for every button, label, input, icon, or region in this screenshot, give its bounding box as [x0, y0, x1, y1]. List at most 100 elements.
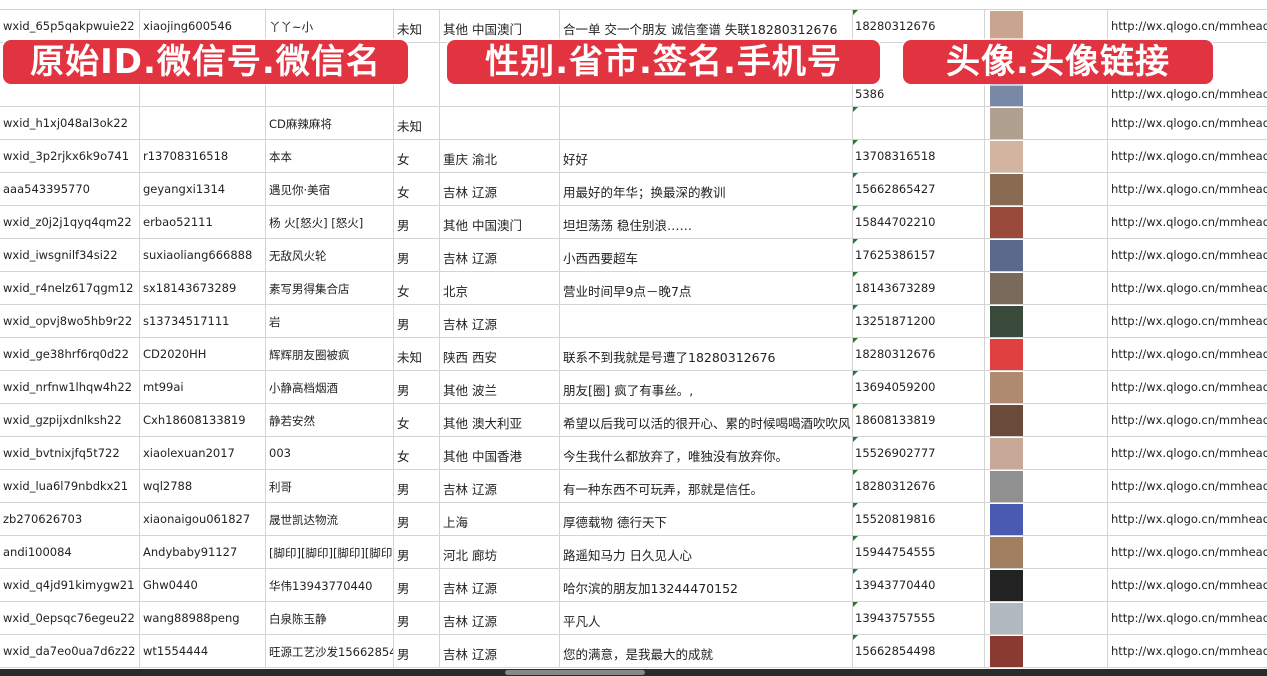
wechat-name-cell[interactable]: 小静高档烟酒	[266, 371, 394, 403]
avatar-url-cell[interactable]: http://wx.qlogo.cn/mmhead	[1111, 479, 1267, 493]
wechat-id-cell[interactable]: s13734517111	[140, 305, 266, 337]
signature-cell[interactable]: 今生我什么都放弃了，唯独没有放弃你。	[560, 437, 853, 469]
original-id-cell[interactable]: wxid_0epsqc76egeu22	[0, 602, 140, 634]
original-id-cell[interactable]: wxid_nrfnw1lhqw4h22	[0, 371, 140, 403]
wechat-id-cell[interactable]: CD2020HH	[140, 338, 266, 370]
signature-cell[interactable]: 路遥知马力 日久见人心	[560, 536, 853, 568]
wechat-id-cell[interactable]: mt99ai	[140, 371, 266, 403]
phone-cell[interactable]: 15526902777	[853, 437, 985, 469]
avatar-url-cell[interactable]: http://wx.qlogo.cn/mmhead	[1111, 149, 1267, 163]
phone-cell[interactable]: 13943770440	[853, 569, 985, 601]
original-id-cell[interactable]: zb270626703	[0, 503, 140, 535]
original-id-cell[interactable]: andi100084	[0, 536, 140, 568]
gender-cell[interactable]: 男	[394, 635, 440, 667]
phone-cell[interactable]: 13708316518	[853, 140, 985, 172]
wechat-name-cell[interactable]: 杨 火[怒火] [怒火]	[266, 206, 394, 238]
phone-cell[interactable]: 18280312676	[853, 10, 985, 42]
wechat-name-cell[interactable]: 无敌风火轮	[266, 239, 394, 271]
signature-cell[interactable]	[560, 305, 853, 337]
signature-cell[interactable]: 哈尔滨的朋友加13244470152	[560, 569, 853, 601]
phone-cell[interactable]: 18280312676	[853, 470, 985, 502]
wechat-name-cell[interactable]: 遇见你·美宿	[266, 173, 394, 205]
wechat-id-cell[interactable]: wang88988peng	[140, 602, 266, 634]
original-id-cell[interactable]: wxid_ge38hrf6rq0d22	[0, 338, 140, 370]
avatar-url-cell[interactable]: http://wx.qlogo.cn/mmhead	[1111, 314, 1267, 328]
gender-cell[interactable]: 女	[394, 404, 440, 436]
gender-cell[interactable]: 未知	[394, 338, 440, 370]
region-cell[interactable]: 河北 廊坊	[440, 536, 560, 568]
avatar-url-cell[interactable]: http://wx.qlogo.cn/mmhead	[1111, 248, 1267, 262]
wechat-name-cell[interactable]: 利哥	[266, 470, 394, 502]
original-id-cell[interactable]: wxid_r4nelz617qgm12	[0, 272, 140, 304]
phone-cell[interactable]	[853, 107, 985, 139]
original-id-cell[interactable]: wxid_z0j2j1qyq4qm22	[0, 206, 140, 238]
avatar-cell[interactable]	[985, 371, 1108, 403]
wechat-name-cell[interactable]: 静若安然	[266, 404, 394, 436]
signature-cell[interactable]: 希望以后我可以活的很开心、累的时候喝喝酒吹吹风	[560, 404, 853, 436]
avatar-url-cell[interactable]: http://wx.qlogo.cn/mmhead	[1111, 413, 1267, 427]
original-id-cell[interactable]: wxid_da7eo0ua7d6z22	[0, 635, 140, 667]
avatar-cell[interactable]	[985, 503, 1108, 535]
wechat-id-cell[interactable]: wql2788	[140, 470, 266, 502]
signature-cell[interactable]: 厚德载物 德行天下	[560, 503, 853, 535]
region-cell[interactable]: 吉林 辽源	[440, 470, 560, 502]
avatar-cell[interactable]	[985, 470, 1108, 502]
gender-cell[interactable]: 男	[394, 371, 440, 403]
avatar-url-cell[interactable]: http://wx.qlogo.cn/mmhead	[1111, 215, 1267, 229]
original-id-cell[interactable]: wxid_opvj8wo5hb9r22	[0, 305, 140, 337]
avatar-cell[interactable]	[985, 173, 1108, 205]
original-id-cell[interactable]: wxid_h1xj048al3ok22	[0, 107, 140, 139]
horizontal-scrollbar[interactable]	[505, 670, 645, 675]
wechat-id-cell[interactable]: suxiaoliang666888	[140, 239, 266, 271]
gender-cell[interactable]: 女	[394, 140, 440, 172]
original-id-cell[interactable]: wxid_lua6l79nbdkx21	[0, 470, 140, 502]
avatar-cell[interactable]	[985, 338, 1108, 370]
avatar-url-cell[interactable]: http://wx.qlogo.cn/mmhead	[1111, 116, 1267, 130]
avatar-cell[interactable]	[985, 404, 1108, 436]
wechat-id-cell[interactable]: erbao52111	[140, 206, 266, 238]
wechat-id-cell[interactable]: wt1554444	[140, 635, 266, 667]
phone-cell[interactable]: 18143673289	[853, 272, 985, 304]
gender-cell[interactable]: 男	[394, 536, 440, 568]
wechat-name-cell[interactable]: 晟世凯达物流	[266, 503, 394, 535]
signature-cell[interactable]: 有一种东西不可玩弄，那就是信任。	[560, 470, 853, 502]
signature-cell[interactable]: 营业时间早9点－晚7点	[560, 272, 853, 304]
region-cell[interactable]: 吉林 辽源	[440, 635, 560, 667]
gender-cell[interactable]: 男	[394, 602, 440, 634]
original-id-cell[interactable]: wxid_bvtnixjfq5t722	[0, 437, 140, 469]
avatar-url-cell[interactable]: http://wx.qlogo.cn/mmhead	[1111, 512, 1267, 526]
original-id-cell[interactable]: wxid_3p2rjkx6k9o741	[0, 140, 140, 172]
signature-cell[interactable]: 联系不到我就是号遭了18280312676	[560, 338, 853, 370]
region-cell[interactable]: 吉林 辽源	[440, 569, 560, 601]
gender-cell[interactable]: 男	[394, 206, 440, 238]
wechat-id-cell[interactable]: xiaonaigou061827	[140, 503, 266, 535]
avatar-url-cell[interactable]: http://wx.qlogo.cn/mmhead	[1111, 19, 1267, 33]
signature-cell[interactable]	[560, 107, 853, 139]
avatar-url-cell[interactable]: http://wx.qlogo.cn/mmhead	[1111, 578, 1267, 592]
original-id-cell[interactable]: wxid_iwsgnilf34si22	[0, 239, 140, 271]
wechat-id-cell[interactable]: Cxh18608133819	[140, 404, 266, 436]
region-cell[interactable]: 其他 中国澳门	[440, 206, 560, 238]
avatar-url-cell[interactable]: http://wx.qlogo.cn/mmhead	[1111, 380, 1267, 394]
avatar-cell[interactable]	[985, 602, 1108, 634]
phone-cell[interactable]: 13943757555	[853, 602, 985, 634]
avatar-url-cell[interactable]: http://wx.qlogo.cn/mmhead	[1111, 347, 1267, 361]
wechat-name-cell[interactable]: 白泉陈玉静	[266, 602, 394, 634]
original-id-cell[interactable]: aaa543395770	[0, 173, 140, 205]
signature-cell[interactable]: 坦坦荡荡 稳住别浪……	[560, 206, 853, 238]
gender-cell[interactable]: 女	[394, 437, 440, 469]
signature-cell[interactable]: 小西西要超车	[560, 239, 853, 271]
signature-cell[interactable]: 合一单 交一个朋友 诚信奎谱 失联18280312676	[560, 10, 853, 42]
wechat-name-cell[interactable]: 003	[266, 437, 394, 469]
avatar-cell[interactable]	[985, 107, 1108, 139]
phone-cell[interactable]: 13694059200	[853, 371, 985, 403]
wechat-name-cell[interactable]: 本本	[266, 140, 394, 172]
wechat-name-cell[interactable]: 素写男得集合店	[266, 272, 394, 304]
original-id-cell[interactable]: wxid_65p5qakpwuie22	[0, 10, 140, 42]
gender-cell[interactable]: 男	[394, 305, 440, 337]
avatar-url-cell[interactable]: http://wx.qlogo.cn/mmhead	[1111, 281, 1267, 295]
wechat-name-cell[interactable]: 华伟13943770440	[266, 569, 394, 601]
signature-cell[interactable]: 您的满意，是我最大的成就	[560, 635, 853, 667]
gender-cell[interactable]: 未知	[394, 10, 440, 42]
gender-cell[interactable]	[394, 43, 440, 106]
